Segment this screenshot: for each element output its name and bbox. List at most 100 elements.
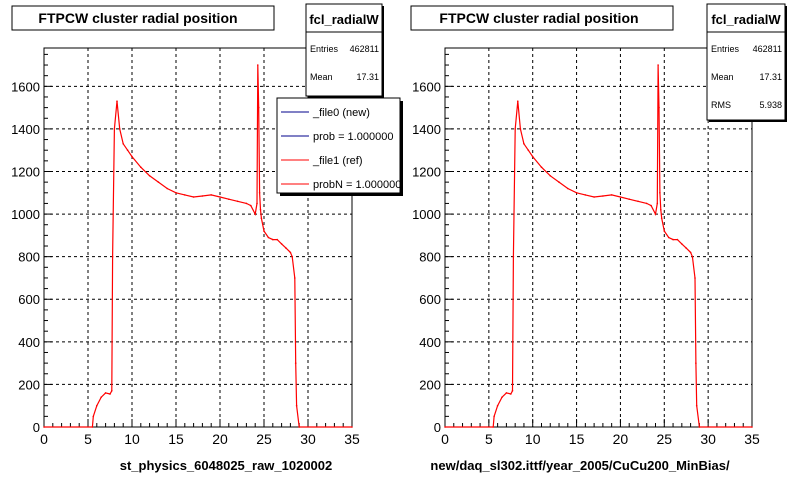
legend-entry: prob = 1.000000 (313, 131, 393, 143)
series-point (685, 247, 687, 249)
stats-entries-value: 462811 (753, 44, 782, 54)
x-axis-label: st_physics_6048025_raw_1020002 (120, 458, 333, 473)
stats-mean-label: Mean (711, 72, 734, 82)
series-point (104, 392, 107, 394)
series-point (658, 106, 660, 109)
series-point (656, 202, 659, 205)
series-point (444, 426, 446, 428)
legend-entries: _file0 (new) prob = 1.000000 _file1 (ref) p… (281, 107, 401, 191)
series-point (131, 155, 133, 158)
series-point (584, 194, 587, 196)
series-point (100, 396, 102, 399)
series-point (519, 128, 522, 130)
x-tick-label: 30 (700, 431, 716, 447)
stats-mean-label: Mean (310, 72, 333, 82)
series-point (111, 255, 114, 258)
series-point (517, 100, 519, 102)
series-point (659, 192, 661, 194)
title-box (11, 5, 275, 31)
series-point (263, 230, 265, 232)
series-point (637, 200, 639, 203)
y-tick-label: 1400 (11, 122, 40, 137)
x-tick-label: 0 (40, 431, 48, 447)
series-point (260, 217, 263, 220)
x-tick-label: 20 (613, 431, 629, 447)
stats-box (706, 3, 786, 121)
legend-entry: probN = 1.000000 (313, 179, 401, 191)
series-point (691, 255, 694, 258)
stats-entries-label: Entries (310, 44, 339, 54)
series-point (140, 166, 142, 168)
x-axis-label: new/daq_sl302.ittf/year_2005/CuCu200_Min… (430, 458, 730, 473)
series-point (510, 393, 512, 395)
series-point (602, 195, 604, 197)
x-tick-label: 0 (441, 431, 449, 447)
chart-2: 0 5 10 15 20 25 30 35 0 200 400 600 800 1000 1200 1400 1… (410, 3, 787, 473)
y-tick-label: 400 (18, 335, 40, 350)
series-point (663, 230, 666, 232)
series-point (575, 192, 578, 194)
y-tick-label: 1200 (412, 164, 441, 179)
x-tick-label: 30 (300, 431, 316, 447)
series-point (676, 238, 679, 241)
series-point (92, 415, 95, 418)
x-tick-label: 35 (744, 431, 760, 447)
plot-frame (444, 47, 753, 428)
series-point (695, 404, 698, 407)
x-tick-label: 15 (569, 431, 585, 447)
series-point (650, 204, 652, 207)
series-point (219, 196, 221, 198)
series-point (175, 192, 177, 194)
series-point (493, 415, 495, 418)
y-tick-label: 400 (419, 335, 441, 350)
series-point (96, 404, 98, 407)
series-point (514, 128, 516, 130)
y-tick-label: 200 (419, 377, 441, 392)
y-tick-label: 1200 (11, 164, 40, 179)
series-point (660, 217, 663, 220)
stats-name: fcl_radialW (711, 12, 781, 27)
y-tick-label: 600 (18, 292, 40, 307)
chart-1: 0 5 10 15 20 25 30 35 0 200 400 600 800 1000 1200 1400 1… (11, 3, 403, 473)
series-point (294, 362, 297, 364)
y-tick-label: 1000 (412, 207, 441, 222)
series-point (689, 251, 692, 254)
series-point (201, 195, 204, 197)
series-point (523, 143, 525, 145)
series-point (610, 194, 613, 196)
series-point (267, 236, 270, 239)
y-tick-label: 0 (33, 420, 40, 435)
legend-entry: _file1 (ref) (312, 155, 363, 167)
series-point (280, 243, 283, 245)
series-point (672, 238, 674, 241)
series-point (259, 209, 262, 211)
series-point (111, 390, 113, 392)
series-point (148, 175, 151, 177)
legend-entry: _file0 (new) (312, 107, 370, 119)
series-point (593, 196, 595, 198)
series-point (250, 204, 252, 207)
series-point (681, 243, 683, 245)
series-point (254, 213, 256, 215)
series-point (118, 128, 121, 130)
series-point (113, 128, 116, 130)
series-point (289, 251, 292, 254)
series-point (291, 255, 294, 258)
series-point (192, 196, 195, 198)
y-tick-label: 600 (419, 292, 441, 307)
series-point (126, 149, 129, 151)
x-tick-label: 25 (256, 431, 272, 447)
series-point (257, 106, 260, 109)
series-point (109, 393, 111, 395)
series-point (512, 255, 515, 258)
series-point (540, 166, 543, 168)
series-point (558, 181, 560, 183)
series-point (505, 392, 508, 394)
x-tick-label: 15 (168, 431, 184, 447)
y-tick-label: 1000 (11, 207, 40, 222)
series-point (549, 175, 552, 177)
y-tick-label: 800 (18, 250, 40, 265)
chart-title: FTPCW cluster radial position (439, 10, 638, 26)
